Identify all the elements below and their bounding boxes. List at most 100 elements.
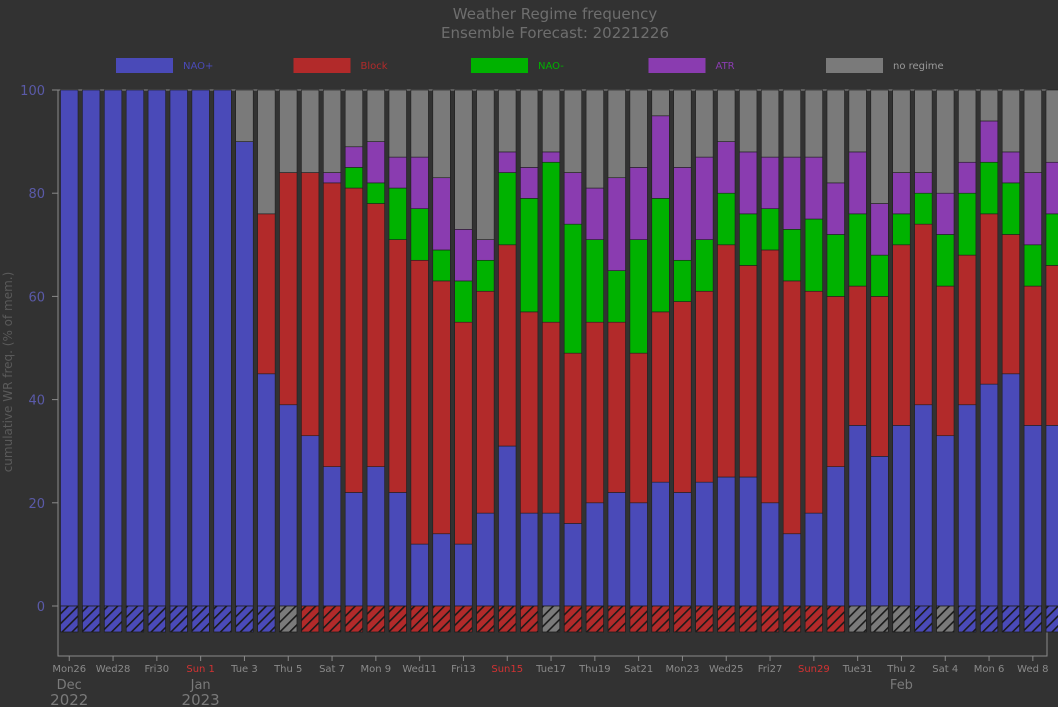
bar-segment-nao--10: [279, 404, 298, 607]
bar-segment-no-regime-32: [760, 89, 780, 158]
regime-marker-hatch-13: [345, 606, 363, 632]
bar-segment-nao--5: [169, 89, 188, 607]
bar-segment-nao--14: [366, 182, 385, 204]
bar-segment-nao--39: [914, 404, 933, 607]
bar-segment-atr-32: [760, 156, 780, 209]
x-tick-label-2: Wed28: [96, 664, 131, 675]
bar-segment-nao--20: [498, 172, 517, 246]
bar-segment-no-regime-40: [936, 89, 955, 194]
regime-marker-hatch-5: [170, 606, 188, 632]
bar-segment-atr-22: [541, 151, 561, 163]
bar-segment-nao--15: [388, 492, 407, 607]
bar-segment-atr-42: [979, 120, 999, 163]
dominant-regime-markers: [60, 605, 1058, 633]
bar-segment-nao--41: [958, 404, 977, 607]
bar-segment-nao--15: [388, 187, 407, 240]
regime-marker-hatch-0: [60, 606, 78, 632]
bar-segment-block-14: [366, 203, 385, 467]
chart-title: Weather Regime frequency: [453, 5, 658, 23]
bar-segment-block-38: [892, 244, 911, 426]
bar-segment-block-39: [914, 223, 933, 406]
bar-segment-no-regime-24: [585, 89, 604, 189]
regime-marker-hatch-2: [104, 606, 122, 632]
bar-segment-atr-43: [1001, 151, 1021, 184]
bar-segment-block-11: [301, 172, 320, 437]
bar-segment-no-regime-31: [739, 89, 758, 153]
y-tick-label-80: 80: [28, 187, 45, 202]
bar-segment-nao--40: [936, 435, 955, 607]
bar-segment-nao--14: [366, 466, 385, 607]
bar-segment-nao--24: [585, 502, 604, 607]
regime-marker-hatch-16: [410, 606, 429, 632]
regime-marker-hatch-45: [1046, 606, 1058, 632]
x-tick-label-26: Sat21: [624, 664, 653, 675]
bar-segment-no-regime-21: [520, 89, 539, 168]
bar-segment-block-41: [958, 254, 977, 406]
regime-marker-hatch-3: [126, 606, 144, 632]
x-tick-label-18: Fri13: [451, 664, 476, 675]
bar-segment-block-32: [760, 249, 780, 504]
bar-segment-nao--40: [936, 234, 955, 287]
month-label-feb: Feb: [890, 678, 913, 693]
bar-segment-nao--25: [607, 492, 626, 607]
bar-segment-nao--37: [870, 456, 889, 607]
bar-segment-no-regime-37: [870, 89, 889, 204]
x-tick-label-24: Thu19: [578, 664, 611, 675]
bar-segment-nao--44: [1023, 425, 1042, 607]
regime-marker-hatch-22: [542, 606, 560, 632]
bar-segment-nao--45: [1045, 213, 1058, 266]
bar-segment-nao--26: [629, 239, 648, 354]
regime-marker-hatch-43: [1002, 606, 1020, 632]
regime-marker-hatch-38: [892, 606, 911, 632]
year-label-2023: 2023: [182, 691, 220, 707]
bar-segment-nao--23: [563, 223, 583, 354]
regime-marker-hatch-34: [805, 606, 823, 632]
regime-marker-hatch-30: [717, 606, 735, 632]
bar-segment-nao--45: [1045, 425, 1058, 607]
bar-segment-atr-37: [870, 203, 889, 256]
bar-segment-atr-41: [958, 161, 977, 194]
regime-marker-hatch-7: [213, 606, 232, 632]
bar-segment-atr-21: [520, 167, 539, 199]
bar-segment-block-23: [563, 352, 583, 524]
bar-segment-atr-14: [366, 141, 385, 184]
regime-marker-hatch-29: [695, 606, 714, 632]
bar-segment-nao--28: [673, 492, 692, 607]
bar-segment-no-regime-15: [388, 89, 407, 158]
bar-segment-nao--28: [673, 259, 692, 302]
bar-segment-block-31: [739, 265, 758, 478]
bar-segment-no-regime-35: [826, 89, 845, 184]
regime-marker-hatch-25: [608, 606, 626, 632]
regime-marker-hatch-21: [520, 606, 538, 632]
bar-segment-no-regime-13: [344, 89, 364, 148]
bar-segment-atr-27: [651, 115, 670, 199]
bar-segment-block-29: [695, 290, 714, 483]
bar-segment-atr-19: [476, 239, 495, 261]
bar-segment-no-regime-17: [432, 89, 451, 179]
bar-segment-block-42: [979, 213, 999, 385]
bar-segment-block-13: [344, 187, 364, 493]
bar-segment-block-40: [936, 285, 955, 437]
regime-marker-hatch-18: [454, 606, 473, 632]
legend-label-no-regime: no regime: [893, 61, 944, 72]
bar-segment-block-9: [257, 213, 276, 375]
x-axis: Mon26 Wed28 Fri30 Sun 1 Tue 3 Thu 5 Sat 7 Mon 9…: [50, 656, 1049, 707]
bar-segment-nao--37: [870, 254, 889, 297]
y-tick-label-60: 60: [28, 290, 45, 305]
regime-marker-hatch-36: [848, 606, 867, 632]
y-axis: 0 20 40 60 80 100: [20, 84, 58, 615]
bar-segment-nao--9: [257, 373, 276, 607]
regime-marker-hatch-26: [629, 606, 648, 632]
bar-segment-block-15: [388, 239, 407, 493]
bar-segment-block-18: [454, 321, 473, 545]
bar-segment-no-regime-41: [958, 89, 977, 163]
x-tick-label-40: Sat 4: [932, 664, 958, 675]
chart-subtitle: Ensemble Forecast: 20221226: [441, 24, 669, 42]
month-label-dec: Dec: [57, 678, 82, 693]
bar-segment-no-regime-11: [301, 89, 320, 173]
regime-marker-hatch-11: [301, 606, 319, 632]
x-tick-label-42: Mon 6: [974, 664, 1005, 675]
x-tick-label-20: Sun15: [491, 664, 523, 675]
stacked-bars: [60, 89, 1058, 607]
bar-segment-nao--13: [344, 167, 364, 189]
